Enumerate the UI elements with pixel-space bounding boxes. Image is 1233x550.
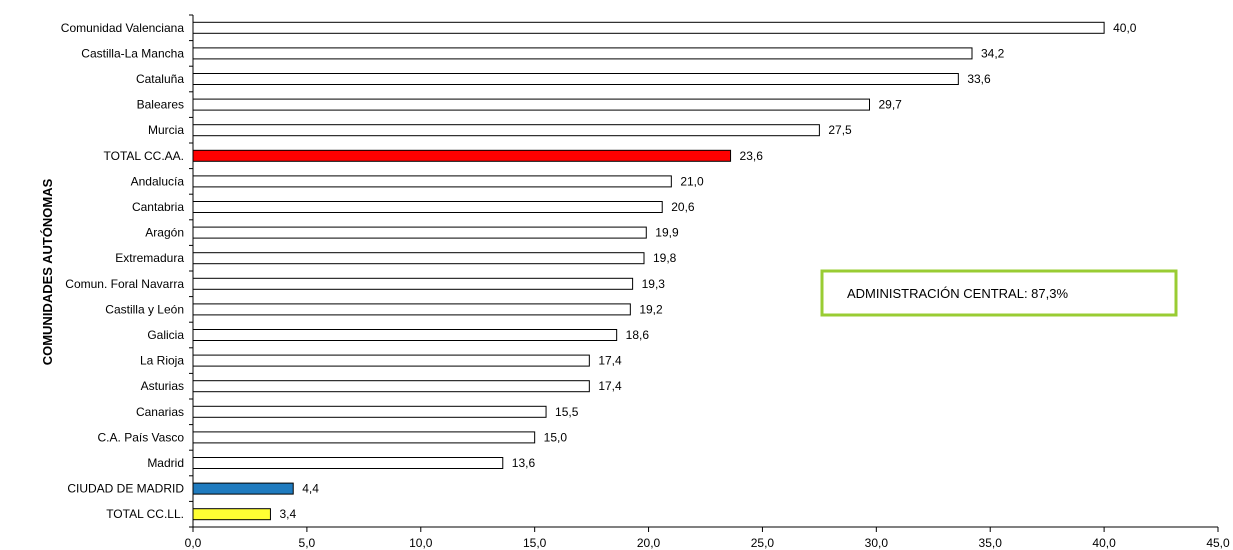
bar: [193, 22, 1104, 33]
value-label: 21,0: [680, 174, 704, 188]
value-label: 17,4: [598, 354, 622, 368]
category-label: CIUDAD DE MADRID: [67, 482, 184, 496]
x-tick-label: 25,0: [751, 536, 775, 550]
bar: [193, 74, 958, 85]
category-label: C.A. País Vasco: [98, 430, 185, 444]
annotation-text: ADMINISTRACIÓN CENTRAL: 87,3%: [847, 286, 1068, 301]
bar: [193, 202, 662, 213]
bar: [193, 458, 503, 469]
category-label: TOTAL CC.LL.: [106, 507, 184, 521]
bar: [193, 304, 630, 315]
x-tick-label: 10,0: [409, 536, 433, 550]
bar: [193, 509, 270, 520]
category-label: Cataluña: [136, 72, 184, 86]
category-label: Comunidad Valenciana: [61, 21, 185, 35]
bar: [193, 125, 819, 136]
bar: [193, 381, 589, 392]
value-label: 20,6: [671, 200, 695, 214]
x-tick-label: 35,0: [979, 536, 1003, 550]
category-label: Asturias: [141, 379, 184, 393]
bar: [193, 48, 972, 59]
x-tick-label: 45,0: [1206, 536, 1230, 550]
y-axis-title: COMUNIDADES AUTÓNOMAS: [40, 178, 55, 365]
category-label: Canarias: [136, 405, 184, 419]
bar: [193, 176, 671, 187]
bar: [193, 432, 535, 443]
value-label: 3,4: [279, 507, 296, 521]
category-label: La Rioja: [140, 354, 184, 368]
category-label: Andalucía: [131, 174, 185, 188]
value-label: 13,6: [512, 456, 536, 470]
category-label: Galicia: [147, 328, 184, 342]
bar: [193, 406, 546, 417]
x-tick-label: 20,0: [637, 536, 661, 550]
value-label: 19,2: [639, 302, 663, 316]
category-label: Madrid: [147, 456, 184, 470]
category-label: Aragón: [145, 226, 184, 240]
category-label: Cantabria: [132, 200, 184, 214]
annotation-box: ADMINISTRACIÓN CENTRAL: 87,3%: [822, 271, 1176, 315]
value-label: 19,9: [655, 226, 679, 240]
value-label: 27,5: [828, 123, 852, 137]
bar: [193, 150, 731, 161]
bar: [193, 483, 293, 494]
x-tick-label: 40,0: [1092, 536, 1116, 550]
x-tick-label: 0,0: [185, 536, 202, 550]
value-label: 15,5: [555, 405, 579, 419]
value-label: 4,4: [302, 482, 319, 496]
value-label: 18,6: [626, 328, 650, 342]
category-label: Baleares: [137, 98, 184, 112]
category-label: Extremadura: [115, 251, 184, 265]
bar: [193, 278, 633, 289]
x-tick-label: 15,0: [523, 536, 547, 550]
value-label: 19,8: [653, 251, 677, 265]
category-label: Castilla-La Mancha: [81, 46, 184, 60]
value-label: 40,0: [1113, 21, 1137, 35]
value-label: 29,7: [879, 98, 903, 112]
bar: [193, 330, 617, 341]
value-label: 19,3: [642, 277, 666, 291]
bar: [193, 253, 644, 264]
bar: [193, 99, 870, 110]
category-label: Comun. Foral Navarra: [65, 277, 184, 291]
category-label: Castilla y León: [105, 302, 184, 316]
value-label: 17,4: [598, 379, 622, 393]
value-label: 34,2: [981, 46, 1005, 60]
value-label: 33,6: [967, 72, 991, 86]
bar: [193, 227, 646, 238]
x-tick-label: 30,0: [865, 536, 889, 550]
x-tick-label: 5,0: [299, 536, 316, 550]
value-label: 15,0: [544, 430, 568, 444]
category-label: Murcia: [148, 123, 184, 137]
category-label: TOTAL CC.AA.: [104, 149, 184, 163]
bar: [193, 355, 589, 366]
value-label: 23,6: [740, 149, 764, 163]
